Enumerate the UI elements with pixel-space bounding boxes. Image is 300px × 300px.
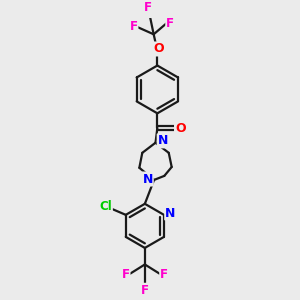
Text: Cl: Cl [99,200,112,213]
Text: N: N [165,206,176,220]
Text: F: F [130,20,137,33]
Text: F: F [141,284,149,297]
Text: F: F [144,1,152,14]
Text: F: F [160,268,168,281]
Text: N: N [158,134,168,147]
Text: O: O [153,43,164,56]
Text: O: O [175,122,186,134]
Text: F: F [166,17,174,30]
Text: N: N [142,172,153,185]
Text: F: F [122,268,130,281]
